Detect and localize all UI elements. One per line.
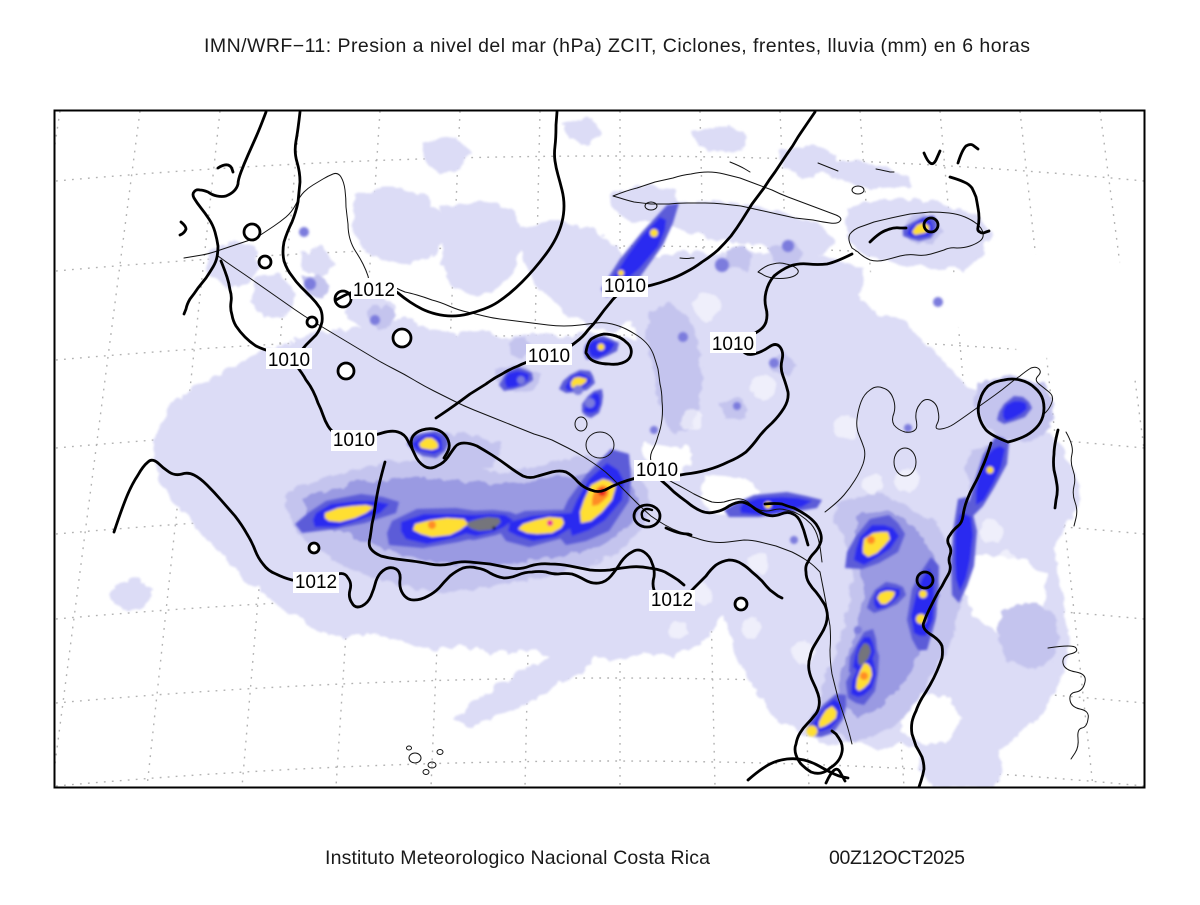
svg-text:Instituto Meteorologico Nacion: Instituto Meteorologico Nacional Costa R… [325, 847, 710, 869]
svg-text:1010: 1010 [333, 430, 375, 451]
svg-text:1012: 1012 [295, 572, 337, 593]
svg-text:IMN/WRF−11: Presion a nivel de: IMN/WRF−11: Presion a nivel del mar (hPa… [204, 35, 1030, 57]
svg-text:1010: 1010 [604, 276, 646, 297]
svg-text:1010: 1010 [712, 334, 754, 355]
svg-text:1010: 1010 [528, 346, 570, 367]
svg-text:1010: 1010 [268, 350, 310, 371]
svg-text:1012: 1012 [651, 590, 693, 611]
svg-text:1012: 1012 [353, 280, 395, 301]
svg-text:00Z12OCT2025: 00Z12OCT2025 [829, 847, 965, 869]
svg-text:1010: 1010 [636, 460, 678, 481]
